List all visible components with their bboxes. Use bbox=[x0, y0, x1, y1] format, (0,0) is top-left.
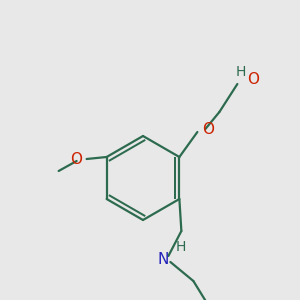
Text: O: O bbox=[202, 122, 214, 137]
Text: H: H bbox=[175, 240, 186, 254]
Text: H: H bbox=[235, 65, 246, 79]
Text: O: O bbox=[248, 73, 260, 88]
Text: O: O bbox=[70, 152, 82, 166]
Text: N: N bbox=[158, 251, 169, 266]
